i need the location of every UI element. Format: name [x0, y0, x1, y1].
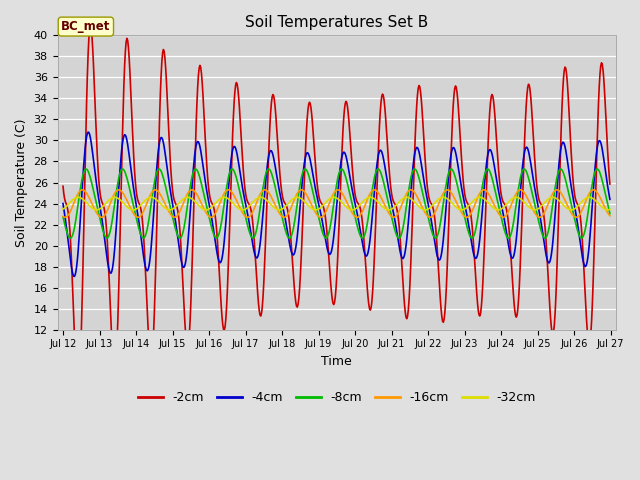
- Y-axis label: Soil Temperature (C): Soil Temperature (C): [15, 118, 28, 247]
- Legend: -2cm, -4cm, -8cm, -16cm, -32cm: -2cm, -4cm, -8cm, -16cm, -32cm: [132, 386, 541, 409]
- Text: BC_met: BC_met: [61, 20, 111, 33]
- X-axis label: Time: Time: [321, 355, 352, 368]
- Title: Soil Temperatures Set B: Soil Temperatures Set B: [245, 15, 428, 30]
